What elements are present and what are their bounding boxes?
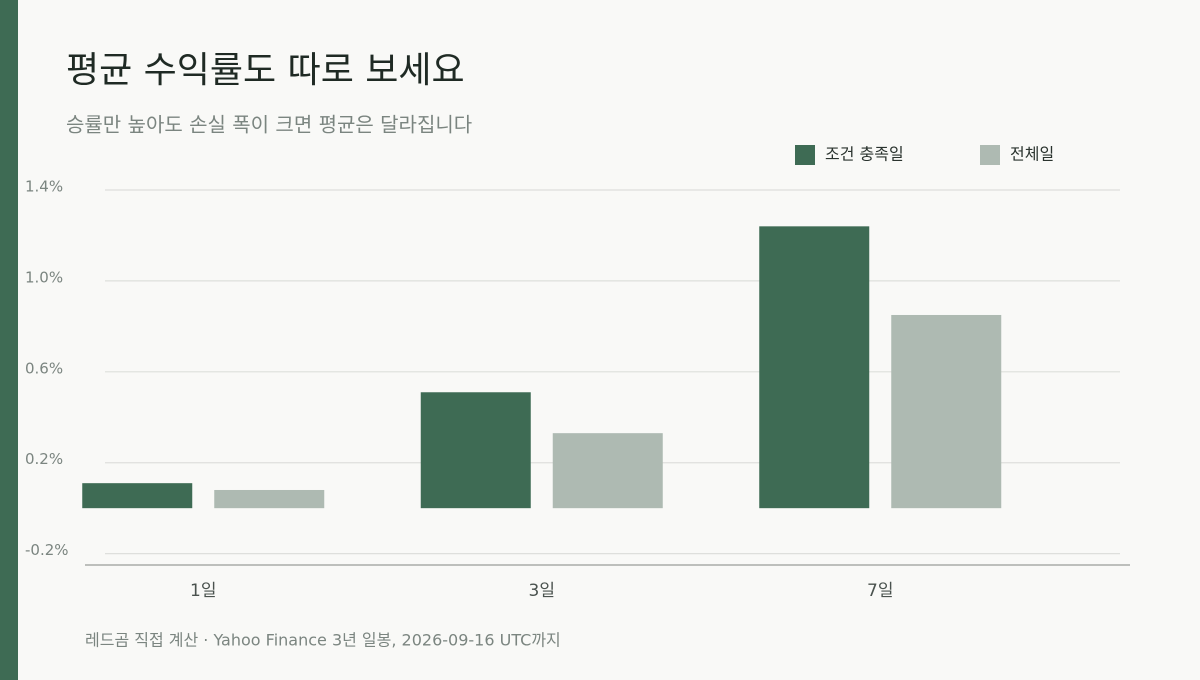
chart-title: 평균 수익률도 따로 보세요 [66,50,465,91]
x-tick-label: 7일 [867,581,893,601]
accent-bar [0,0,18,680]
legend-label: 조건 충족일 [825,145,904,164]
x-tick-label: 3일 [529,581,555,601]
y-tick-label: 0.2% [25,450,63,468]
bar [552,433,663,509]
bar [214,489,325,509]
bar [891,314,1002,509]
bar [420,392,531,509]
bar [759,226,870,509]
legend-label: 전체일 [1010,145,1054,164]
y-tick-label: 1.0% [25,268,63,286]
bar [82,483,193,509]
y-tick-label: 1.4% [25,177,63,195]
legend-swatch [795,145,815,165]
x-tick-label: 1일 [190,581,216,601]
y-tick-label: -0.2% [25,541,69,559]
legend-swatch [980,145,1000,165]
chart-subtitle: 승률만 높아도 손실 폭이 크면 평균은 달라집니다 [66,113,472,137]
source-note: 레드곰 직접 계산 · Yahoo Finance 3년 일봉, 2026-09… [85,631,561,650]
y-tick-label: 0.6% [25,359,63,377]
